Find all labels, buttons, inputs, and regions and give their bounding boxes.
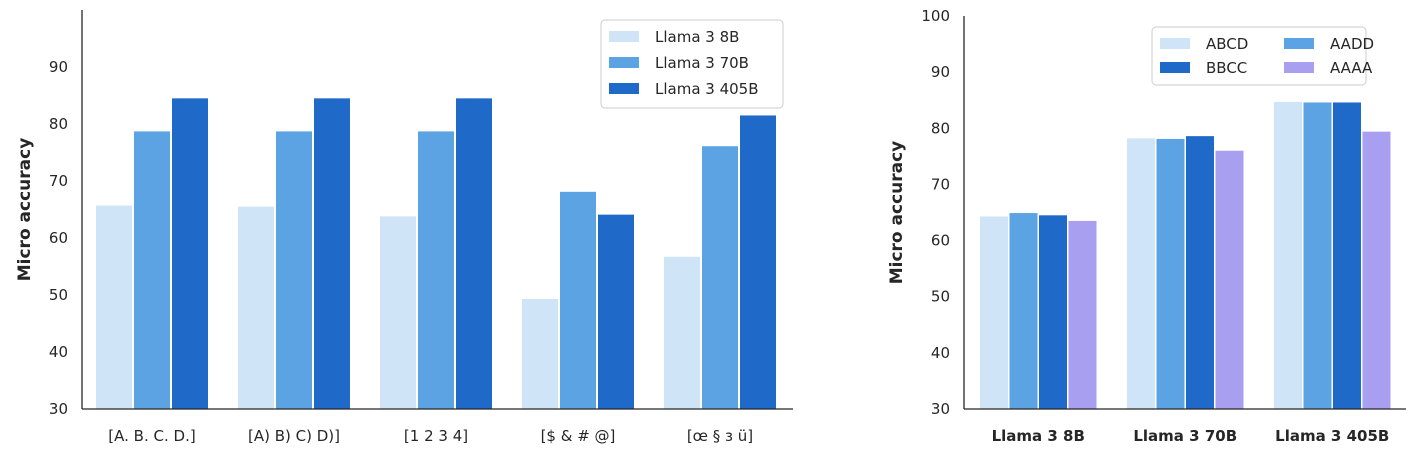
- bar-aadd-llama-3-70b: [1156, 138, 1185, 409]
- bar-llama-3-8b-item: [664, 256, 700, 409]
- bar-llama-3-8b-item: [522, 298, 558, 409]
- legend-swatch-llama-3-8b: [609, 31, 639, 42]
- legend-label-llama-3-70b: Llama 3 70B: [655, 54, 749, 72]
- bar-abcd-llama-3-70b: [1127, 138, 1155, 410]
- bar-llama-3-70b-a-b-c-d: [276, 131, 312, 409]
- legend-swatch-aadd: [1284, 38, 1314, 49]
- bar-abcd-llama-3-8b: [980, 216, 1008, 409]
- legend: Llama 3 8B Llama 3 70B Llama 3 405B: [600, 19, 784, 109]
- y-tick-label: 40: [49, 343, 68, 361]
- y-tick-label: 30: [49, 400, 68, 418]
- legend-swatch-aaaa: [1284, 62, 1314, 73]
- y-tick-label: 100: [921, 7, 950, 25]
- bar-llama-3-405b-item: [740, 115, 776, 409]
- y-axis-label: Micro accuracy: [887, 141, 907, 285]
- y-tick-label: 60: [49, 229, 68, 247]
- bar-bbcc-llama-3-70b: [1186, 136, 1214, 409]
- y-tick-label: 80: [931, 119, 950, 137]
- bar-aaaa-llama-3-8b: [1068, 220, 1097, 409]
- bar-llama-3-8b-a-b-c-d: [96, 205, 132, 409]
- bar-llama-3-70b-a-b-c-d: [134, 131, 170, 409]
- x-tick-label: Llama 3 405B: [1275, 427, 1389, 445]
- x-tick-label: [A. B. C. D.]: [108, 427, 195, 445]
- y-tick-label: 90: [931, 63, 950, 81]
- y-axis-label: Micro accuracy: [15, 138, 35, 282]
- legend-label-abcd: ABCD: [1206, 35, 1248, 53]
- legend-frame: [600, 19, 784, 109]
- bar-abcd-llama-3-405b: [1274, 101, 1302, 410]
- legend-label-aaaa: AAAA: [1330, 59, 1373, 77]
- y-tick-label: 90: [49, 58, 68, 76]
- bar-llama-3-70b-item: [702, 146, 738, 410]
- bar-aaaa-llama-3-405b: [1362, 131, 1391, 409]
- bar-llama-3-405b-1-2-3-4: [456, 98, 492, 409]
- bar-llama-3-405b-a-b-c-d: [172, 98, 208, 409]
- x-tick-label: [1 2 3 4]: [404, 427, 468, 445]
- bar-aadd-llama-3-405b: [1303, 102, 1332, 410]
- legend-label-aadd: AADD: [1330, 35, 1374, 53]
- y-tick-label: 70: [49, 172, 68, 190]
- legend-swatch-llama-3-70b: [609, 57, 639, 68]
- bar-llama-3-70b-item: [560, 191, 596, 409]
- bar-aadd-llama-3-8b: [1009, 213, 1038, 409]
- bar-llama-3-405b-item: [598, 214, 634, 409]
- y-tick-label: 80: [49, 115, 68, 133]
- bar-llama-3-70b-1-2-3-4: [418, 131, 454, 409]
- legend-swatch-bbcc: [1160, 62, 1190, 73]
- y-tick-label: 60: [931, 232, 950, 250]
- y-tick-label: 50: [931, 288, 950, 306]
- x-tick-label: [A) B) C) D)]: [248, 427, 340, 445]
- bar-bbcc-llama-3-8b: [1039, 215, 1067, 409]
- y-tick-label: 30: [931, 400, 950, 418]
- y-tick-label: 50: [49, 286, 68, 304]
- y-tick-label: 40: [931, 344, 950, 362]
- legend-swatch-llama-3-405b: [609, 83, 639, 94]
- legend-label-llama-3-8b: Llama 3 8B: [655, 28, 739, 46]
- bar-aaaa-llama-3-70b: [1215, 150, 1244, 409]
- legend-label-llama-3-405b: Llama 3 405B: [655, 80, 759, 98]
- x-tick-label: [œ § з ü]: [687, 427, 753, 445]
- legend-label-bbcc: BBCC: [1206, 59, 1247, 77]
- bar-llama-3-8b-1-2-3-4: [380, 216, 416, 409]
- bar-bbcc-llama-3-405b: [1333, 102, 1361, 410]
- legend-swatch-abcd: [1160, 38, 1190, 49]
- x-tick-label: Llama 3 8B: [992, 427, 1085, 445]
- chart-answer-distribution: Llama 3 8B Llama 3 70B Llama 3 405B 30 40 50 6…: [887, 7, 1406, 445]
- y-tick-label: 70: [931, 175, 950, 193]
- x-tick-label: [$ & # @]: [541, 427, 616, 445]
- bar-llama-3-405b-a-b-c-d: [314, 98, 350, 409]
- chart-answer-format: [A. B. C. D.] [A) B) C) D)] [1 2 3 4] [$ & …: [15, 10, 793, 445]
- x-tick-label: Llama 3 70B: [1133, 427, 1237, 445]
- bar-llama-3-8b-a-b-c-d: [238, 206, 274, 409]
- legend: ABCD AADD BBCC AAAA: [1151, 26, 1374, 86]
